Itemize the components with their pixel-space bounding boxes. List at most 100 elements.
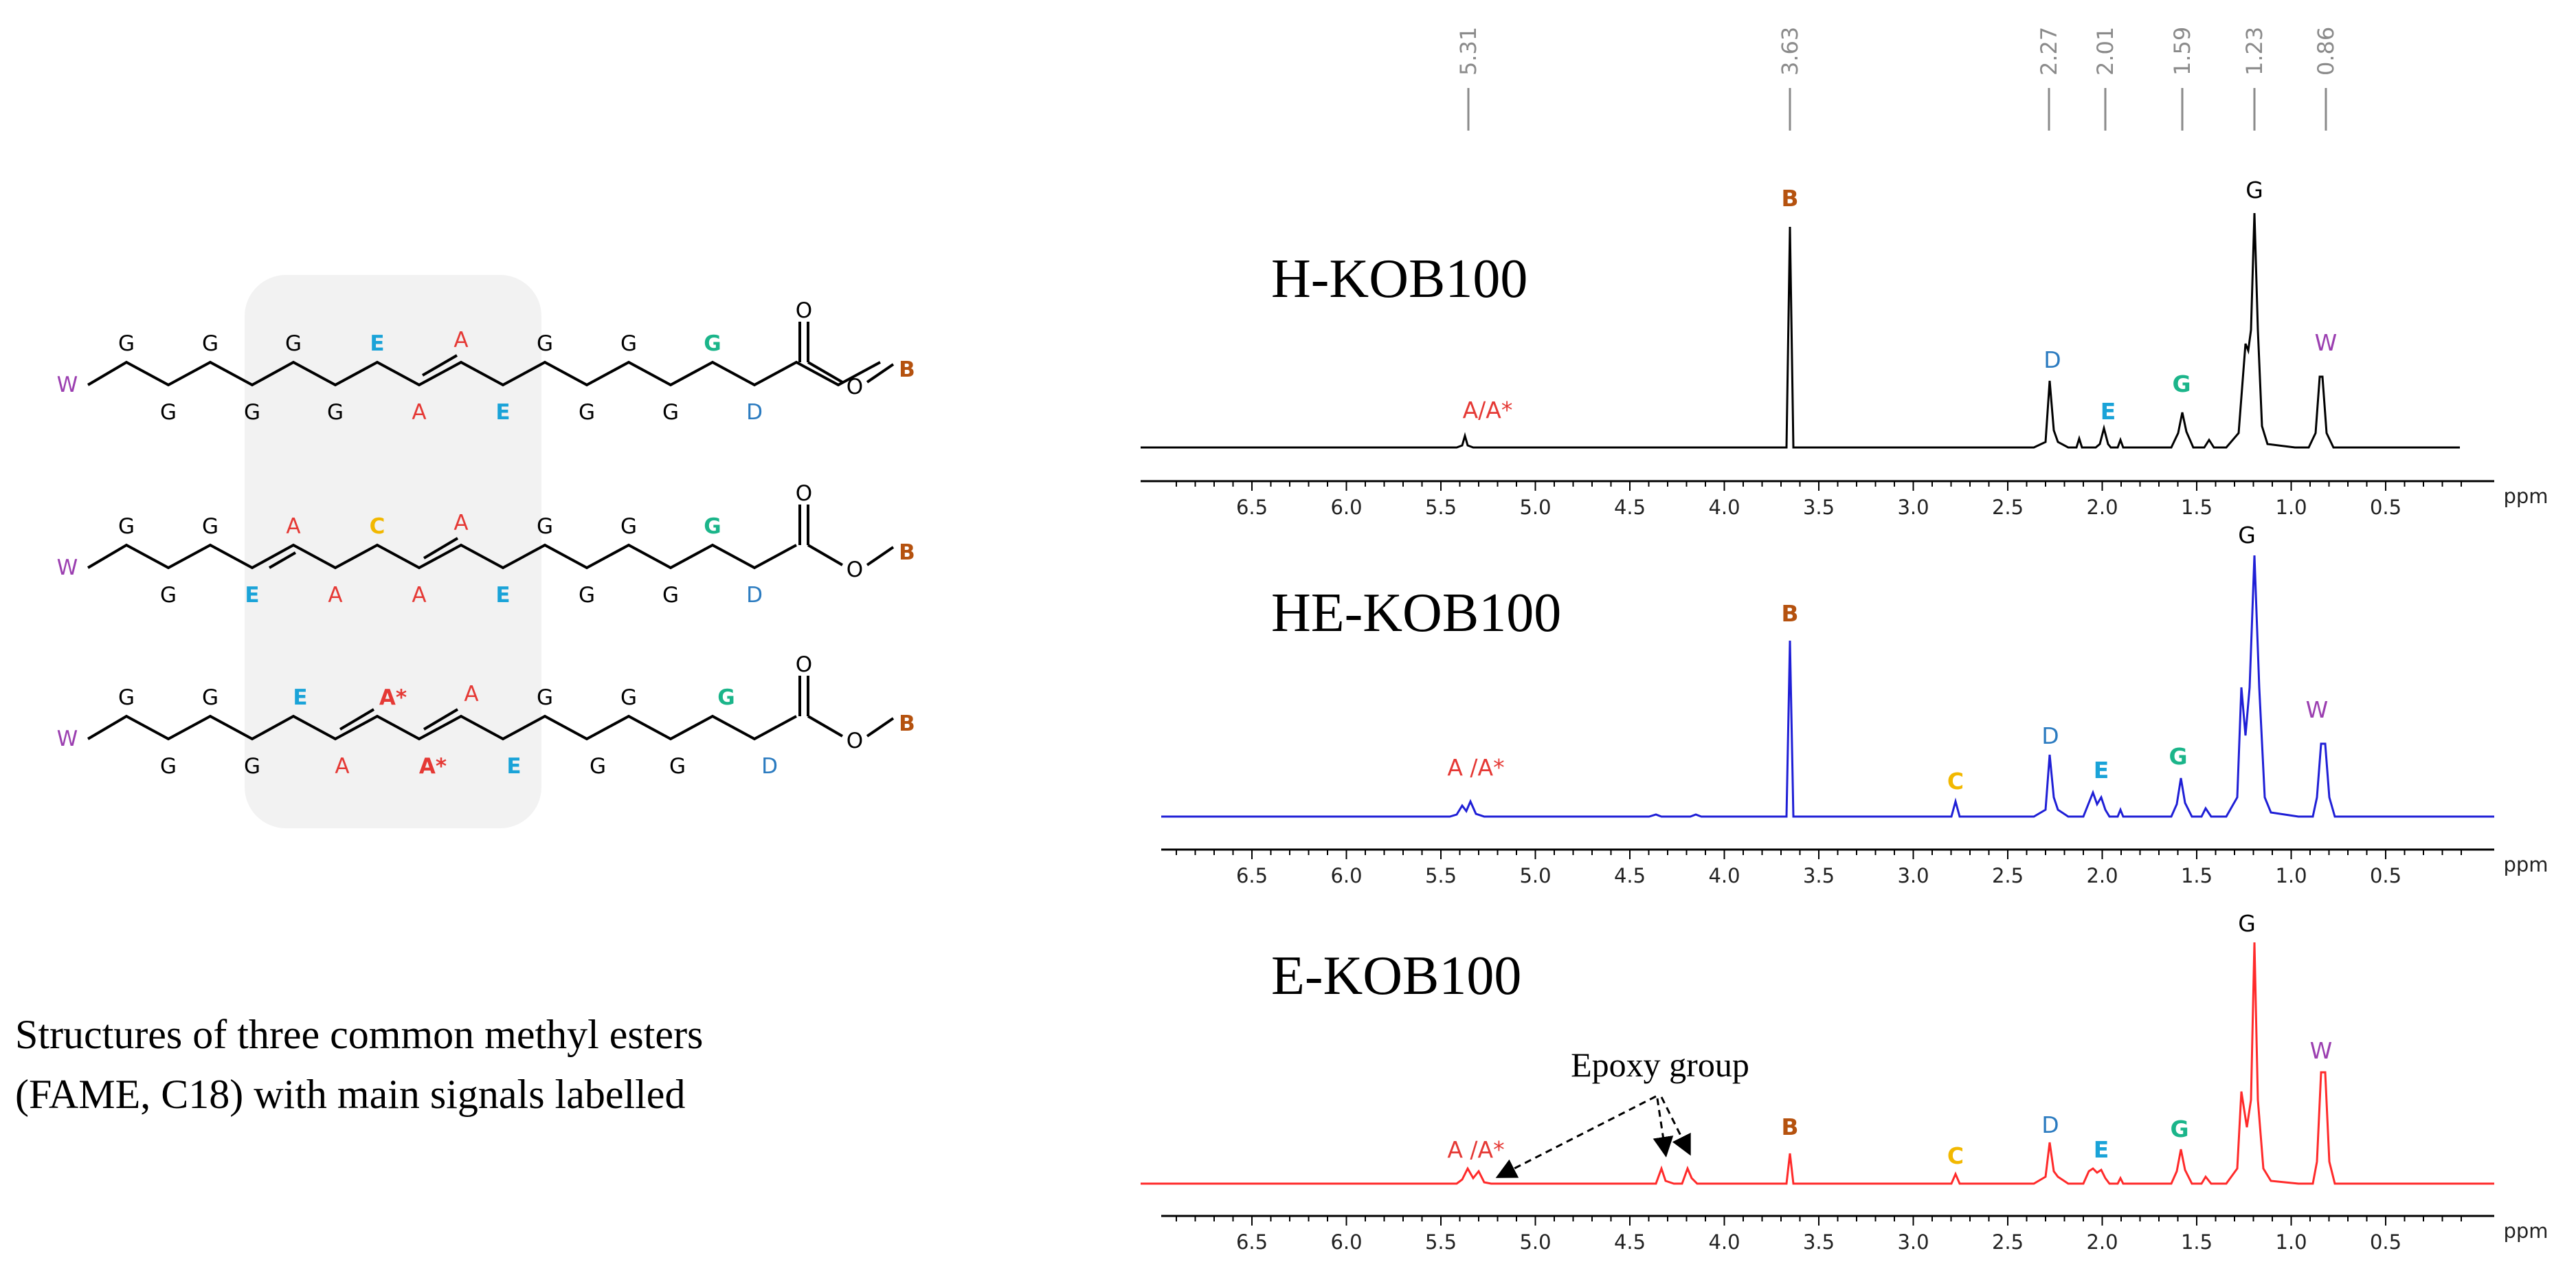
label-a-upper: A xyxy=(453,328,468,353)
shift-marker: 1.59 xyxy=(2169,27,2195,131)
label-o-carbonyl: O xyxy=(796,298,812,323)
shift-label: 3.63 xyxy=(1777,27,1803,76)
peak-label-aa-star: A /A* xyxy=(1447,754,1504,781)
shift-label: 1.59 xyxy=(2169,27,2195,76)
shift-marker: 1.23 xyxy=(2241,27,2267,131)
ester-tail xyxy=(807,715,844,738)
label-a-lower-1: A xyxy=(335,754,349,779)
label-c: C xyxy=(370,514,385,539)
axis-unit-label: ppm xyxy=(2503,853,2548,876)
structure-3: W G G G G E A A* A* A E G G G G G D O O … xyxy=(57,652,915,779)
peak-label-w: W xyxy=(2306,696,2329,723)
tick-label: 6.0 xyxy=(1330,1230,1362,1254)
shift-label: 0.86 xyxy=(2313,27,2339,76)
structure-2: W G G G E A A C A A E G G G G G D O O B xyxy=(57,481,915,608)
shift-marker: 2.27 xyxy=(2036,27,2062,131)
ppm-axes: 6.5 6.0 5.5 5.0 4.5 4.0 3.5 3.0 2.5 2.0 1.5 1.0 0.5 p… xyxy=(1141,480,2549,1254)
tick-label: 2.0 xyxy=(2086,1230,2118,1254)
peak-label-w: W xyxy=(2310,1037,2333,1064)
tick-label: 6.0 xyxy=(1330,496,1362,519)
label-g-3: G xyxy=(202,331,219,356)
methyl-bond xyxy=(866,363,895,384)
label-g-teal: G xyxy=(704,514,721,539)
label-b: B xyxy=(899,711,915,736)
tick-label: 3.0 xyxy=(1897,496,1929,519)
tick-label: 2.5 xyxy=(1992,864,2024,887)
label-g-10: G xyxy=(662,400,679,425)
peak-label-g-teal: G xyxy=(2169,743,2187,770)
label-o-carbonyl: O xyxy=(796,652,812,677)
label-g-9: G xyxy=(620,331,637,356)
label-g-3: G xyxy=(202,685,219,710)
label-g-1: G xyxy=(118,331,135,356)
label-g-teal: G xyxy=(717,685,735,710)
label-g-6: G xyxy=(590,754,606,779)
spectrum-name: E-KOB100 xyxy=(1271,946,1521,1006)
label-a-3: A xyxy=(412,583,426,608)
label-e-upper: E xyxy=(293,685,307,710)
label-g-3: G xyxy=(202,514,219,539)
label-g-4: G xyxy=(244,400,260,425)
tick-label: 2.0 xyxy=(2086,864,2118,887)
label-d: D xyxy=(746,400,763,425)
label-g-5: G xyxy=(285,331,302,356)
shift-marker: 5.31 xyxy=(1455,27,1481,131)
tick-label: 4.5 xyxy=(1614,1230,1646,1254)
label-g-5: G xyxy=(537,685,553,710)
tick-label: 1.0 xyxy=(2275,864,2307,887)
tick-label: 5.0 xyxy=(1519,864,1551,887)
double-bond-line-2 xyxy=(423,708,459,731)
label-g-4: G xyxy=(537,514,553,539)
label-g-1: G xyxy=(118,514,135,539)
chain-bonds xyxy=(87,543,797,570)
tick-label: 1.0 xyxy=(2275,1230,2307,1254)
label-o-ester: O xyxy=(847,375,863,399)
ester-tail xyxy=(807,544,844,566)
peak-label-c: C xyxy=(1947,1142,1964,1169)
tick-label: 5.5 xyxy=(1425,1230,1457,1254)
label-g-1: G xyxy=(118,685,135,710)
shift-marker: 2.01 xyxy=(2092,27,2118,131)
tick-label: 3.0 xyxy=(1897,1230,1929,1254)
peak-label-b: B xyxy=(1781,1114,1798,1140)
label-g-7: G xyxy=(620,685,637,710)
label-e-upper: E xyxy=(370,331,384,356)
peak-label-g: G xyxy=(2245,177,2263,203)
label-w: W xyxy=(57,373,78,397)
label-o-ester: O xyxy=(847,557,863,582)
peak-label-e: E xyxy=(2101,398,2116,425)
tick-label: 4.5 xyxy=(1614,864,1646,887)
tick-label: 0.5 xyxy=(2370,1230,2401,1254)
tick-label: 5.5 xyxy=(1425,496,1457,519)
tick-label: 6.5 xyxy=(1236,496,1268,519)
label-d: D xyxy=(761,754,778,779)
tick-label: 1.5 xyxy=(2181,1230,2213,1254)
ppm-axis: 6.5 6.0 5.5 5.0 4.5 4.0 3.5 3.0 2.5 2.0 1.5 1.0 0.5 p… xyxy=(1161,1215,2549,1254)
double-bond-line-1 xyxy=(339,708,375,731)
tick-label: 6.5 xyxy=(1236,1230,1268,1254)
label-o-carbonyl: O xyxy=(796,481,812,506)
ppm-axis: 6.5 6.0 5.5 5.0 4.5 4.0 3.5 3.0 2.5 2.0 1.5 1.0 0.5 p… xyxy=(1141,480,2549,519)
shift-marker: 3.63 xyxy=(1777,27,1803,131)
methyl-bond xyxy=(866,546,895,566)
label-g-2: G xyxy=(160,754,177,779)
label-a-1: A xyxy=(286,514,300,539)
label-g-8: G xyxy=(669,754,686,779)
label-g-4: G xyxy=(244,754,260,779)
tick-label: 6.5 xyxy=(1236,864,1268,887)
axis-unit-label: ppm xyxy=(2503,1219,2548,1243)
spectrum-name: HE-KOB100 xyxy=(1271,583,1561,643)
peak-label-g: G xyxy=(2238,910,2256,937)
label-e-lower: E xyxy=(495,400,510,425)
epoxy-arrow-left xyxy=(1495,1095,1657,1178)
double-bond-line xyxy=(421,354,458,377)
shift-label: 2.27 xyxy=(2036,27,2062,76)
tick-label: 2.0 xyxy=(2086,496,2118,519)
tick-label: 3.0 xyxy=(1897,864,1929,887)
peak-label-w: W xyxy=(2315,329,2338,356)
label-a-lower: A xyxy=(412,400,426,425)
label-g-8: G xyxy=(579,400,595,425)
label-a-star-upper: A* xyxy=(379,685,407,710)
tick-label: 5.0 xyxy=(1519,1230,1551,1254)
tick-label: 1.5 xyxy=(2181,864,2213,887)
